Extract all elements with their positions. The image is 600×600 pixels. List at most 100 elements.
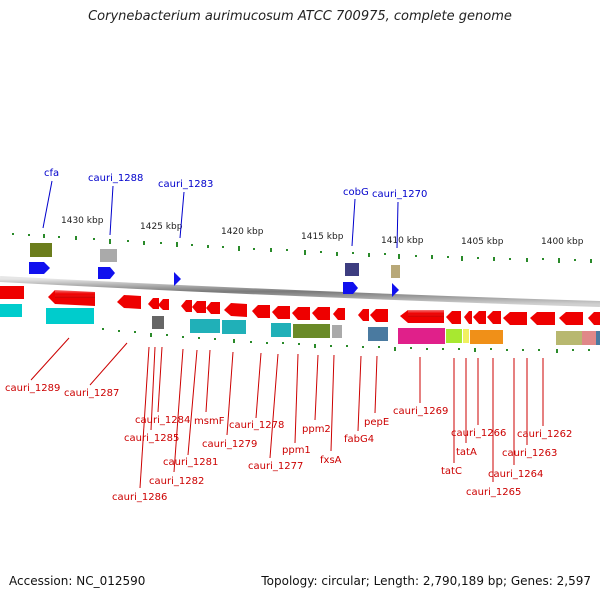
gene-label-bottom[interactable]: cauri_1279 xyxy=(202,439,257,450)
gene-label-bottom[interactable]: cauri_1277 xyxy=(248,461,303,472)
gene-arrow[interactable] xyxy=(117,295,141,309)
scale-label: 1420 kbp xyxy=(221,227,264,237)
gene-label-bottom[interactable]: cauri_1263 xyxy=(502,448,557,459)
gene-arrow-cobg[interactable] xyxy=(343,282,358,294)
feature-box[interactable] xyxy=(556,331,582,345)
gene-label-bottom[interactable]: cauri_1284 xyxy=(135,415,190,426)
feature-box[interactable] xyxy=(446,329,462,343)
gene-arrow[interactable] xyxy=(588,312,600,325)
feature-box-cfa[interactable] xyxy=(30,243,52,257)
scale-ruler-bottom xyxy=(102,328,590,353)
gene-label-bottom[interactable]: cauri_1262 xyxy=(517,429,572,440)
feature-box[interactable] xyxy=(398,328,445,344)
genome-metadata: Topology: circular; Length: 2,790,189 bp… xyxy=(261,574,591,588)
feature-box[interactable] xyxy=(190,319,220,333)
feature-box[interactable] xyxy=(0,304,22,317)
gene-arrow[interactable] xyxy=(446,311,461,324)
scale-label: 1425 kbp xyxy=(140,222,183,232)
leader-lines-bottom xyxy=(30,337,544,489)
gene-arrow[interactable] xyxy=(464,311,472,324)
gene-label-bottom[interactable]: cauri_1269 xyxy=(393,406,448,417)
gene-arrow[interactable] xyxy=(292,307,310,320)
feature-box[interactable] xyxy=(46,308,94,324)
feature-box[interactable] xyxy=(293,324,330,338)
feature-box[interactable] xyxy=(222,320,246,334)
scale-label: 1415 kbp xyxy=(301,232,344,242)
gene-arrow[interactable] xyxy=(181,300,192,312)
gene-arrow[interactable] xyxy=(224,303,247,317)
gene-arrow[interactable] xyxy=(312,307,330,320)
gene-shine xyxy=(55,290,444,317)
feature-box[interactable] xyxy=(596,331,600,345)
gene-arrow[interactable] xyxy=(503,312,527,325)
gene-arrow[interactable] xyxy=(206,302,220,314)
backbone xyxy=(0,276,600,307)
leader-lines-top xyxy=(42,180,399,249)
gene-label-bottom[interactable]: ppm1 xyxy=(282,445,311,456)
map-title: Corynebacterium aurimucosum ATCC 700975,… xyxy=(88,9,512,24)
feature-box[interactable] xyxy=(152,316,164,329)
gene-label-bottom[interactable]: tatC xyxy=(441,466,462,477)
gene-track-reverse xyxy=(0,286,600,325)
gene-label-bottom[interactable]: ppm2 xyxy=(302,424,331,435)
gene-arrow-cauri-1283[interactable] xyxy=(174,272,181,286)
gene-label-top[interactable]: cfa xyxy=(44,168,59,179)
gene-arrow[interactable] xyxy=(559,312,583,325)
gene-label-bottom[interactable]: fabG4 xyxy=(344,434,374,445)
gene-arrow[interactable] xyxy=(370,309,388,322)
scale-ruler-top xyxy=(12,233,592,263)
gene-arrow[interactable] xyxy=(530,312,555,325)
gene-label-bottom[interactable]: msmF xyxy=(194,416,225,427)
gene-label-bottom[interactable]: cauri_1282 xyxy=(149,476,204,487)
gene-label-bottom[interactable]: cauri_1286 xyxy=(112,492,167,503)
feature-box-cauri-1270[interactable] xyxy=(391,265,400,278)
scale-label: 1400 kbp xyxy=(541,237,584,247)
gene-arrow[interactable] xyxy=(272,306,290,319)
feature-box[interactable] xyxy=(271,323,291,337)
feature-box-cobg[interactable] xyxy=(345,263,359,276)
gene-label-bottom[interactable]: cauri_1281 xyxy=(163,457,218,468)
feature-track-upper xyxy=(29,243,400,297)
gene-arrow[interactable] xyxy=(158,299,169,310)
feature-box[interactable] xyxy=(368,327,388,341)
scale-label: 1405 kbp xyxy=(461,237,504,247)
gene-arrow[interactable] xyxy=(148,298,159,309)
accession-label: Accession: NC_012590 xyxy=(9,574,146,588)
feature-box[interactable] xyxy=(582,331,596,345)
feature-box-cauri-1288[interactable] xyxy=(100,249,117,262)
scale-label: 1430 kbp xyxy=(61,216,104,226)
feature-box[interactable] xyxy=(463,329,469,343)
gene-label-bottom[interactable]: cauri_1265 xyxy=(466,487,521,498)
gene-arrow[interactable] xyxy=(358,309,369,321)
gene-arrow[interactable] xyxy=(192,301,206,313)
gene-label-bottom[interactable]: cauri_1285 xyxy=(124,433,179,444)
gene-arrow[interactable] xyxy=(487,311,501,324)
gene-label-top[interactable]: cobG xyxy=(343,187,369,198)
gene-arrow-cauri-1288[interactable] xyxy=(98,267,115,279)
gene-label-bottom[interactable]: cauri_1287 xyxy=(64,388,119,399)
gene-label-top[interactable]: cauri_1283 xyxy=(158,179,213,190)
gene-arrow[interactable] xyxy=(0,286,24,299)
gene-arrow-cfa[interactable] xyxy=(29,262,50,274)
gene-label-top[interactable]: cauri_1288 xyxy=(88,173,143,184)
gene-arrow-cauri-1270[interactable] xyxy=(392,283,399,297)
gene-label-bottom[interactable]: tatA xyxy=(456,447,477,458)
gene-label-bottom[interactable]: cauri_1266 xyxy=(451,428,506,439)
top-labels: cfa cauri_1288 cauri_1283 cobG cauri_127… xyxy=(44,168,427,200)
gene-label-bottom[interactable]: cauri_1264 xyxy=(488,469,543,480)
gene-label-bottom[interactable]: fxsA xyxy=(320,455,342,466)
gene-arrow[interactable] xyxy=(473,311,486,324)
gene-label-top[interactable]: cauri_1270 xyxy=(372,189,427,200)
scale-label: 1410 kbp xyxy=(381,236,424,246)
feature-track-lower xyxy=(0,304,600,345)
bottom-labels: cauri_1289 cauri_1287 cauri_1284 cauri_1… xyxy=(5,383,572,503)
scale-labels: 1430 kbp 1425 kbp 1420 kbp 1415 kbp 1410… xyxy=(61,216,584,247)
gene-arrow[interactable] xyxy=(333,308,345,320)
feature-box[interactable] xyxy=(470,330,503,344)
gene-label-bottom[interactable]: cauri_1289 xyxy=(5,383,60,394)
gene-label-bottom[interactable]: pepE xyxy=(364,417,389,428)
gene-arrow[interactable] xyxy=(252,305,270,318)
gene-label-bottom[interactable]: cauri_1278 xyxy=(229,420,284,431)
feature-box[interactable] xyxy=(332,325,342,338)
